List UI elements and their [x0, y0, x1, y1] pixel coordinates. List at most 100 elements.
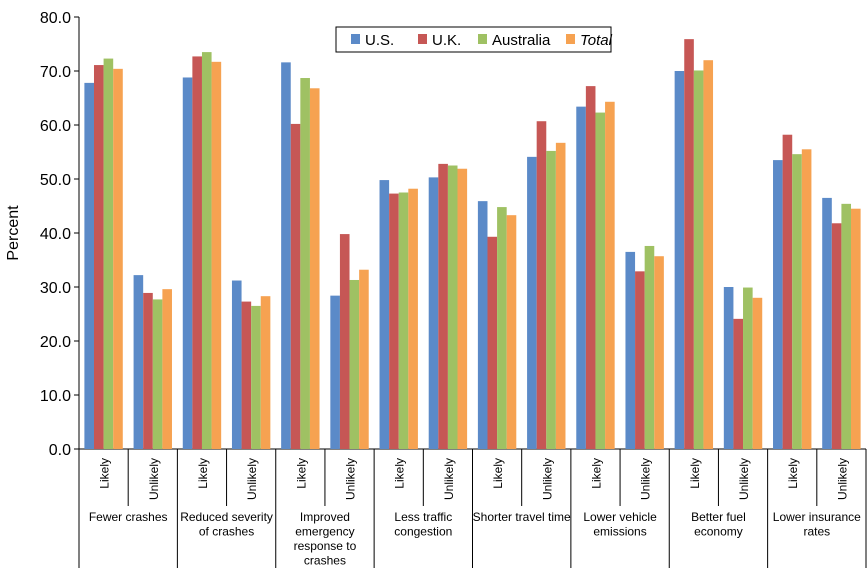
group-label: crashes [304, 554, 346, 568]
bar-total [801, 149, 812, 450]
category-label: Unlikely [442, 458, 456, 500]
bar-u-k [93, 65, 104, 449]
legend-box [335, 26, 612, 53]
bar-australia [792, 154, 802, 449]
y-tick-label: 70.0 [40, 64, 71, 81]
bar-total [309, 88, 320, 449]
group-label: Less traffic [394, 510, 452, 524]
group-label: Shorter travel time [473, 510, 571, 524]
category-label: Unlikely [147, 458, 161, 500]
bar-u-s [576, 106, 586, 449]
bar-australia [201, 52, 212, 449]
bar-australia [103, 58, 114, 449]
bar-australia [841, 203, 852, 449]
bar-australia [398, 192, 409, 449]
bar-u-k [635, 271, 645, 449]
category-label: Unlikely [344, 458, 358, 500]
bars [84, 39, 861, 450]
bar-u-s [625, 251, 636, 449]
group-label: response to [294, 539, 357, 553]
bar-total [506, 215, 517, 449]
bar-u-k [438, 163, 448, 449]
y-axis: 0.0 10.0 20.0 30.0 40.0 50.0 60.0 70.0 80.0 [40, 10, 79, 459]
bar-u-s [231, 280, 242, 449]
y-tick-label: 40.0 [40, 226, 71, 243]
legend-swatch [566, 34, 575, 44]
legend-label: Total [580, 32, 613, 49]
bar-total [113, 68, 123, 449]
legend-swatch [478, 34, 487, 44]
category-label: Unlikely [835, 458, 849, 500]
bar-u-s [182, 77, 193, 449]
bar-australia [251, 305, 261, 449]
legend-swatch [351, 34, 360, 44]
group-label: Reduced severity [180, 510, 273, 524]
group-label: rates [803, 525, 830, 539]
bar-u-k [536, 121, 547, 449]
bar-u-k [487, 236, 498, 449]
bar-u-k [143, 292, 153, 449]
legend-swatch [418, 34, 427, 44]
group-label: Fewer crashes [89, 510, 168, 524]
y-tick-label: 80.0 [40, 10, 71, 27]
bar-australia [644, 245, 655, 449]
bar-u-k [290, 123, 301, 450]
bar-u-s [527, 156, 537, 450]
bar-total [605, 101, 615, 449]
bar-australia [693, 70, 704, 450]
bar-total [457, 168, 468, 450]
bar-total [703, 60, 714, 449]
legend-label: Australia [492, 32, 551, 49]
y-tick-label: 30.0 [40, 280, 71, 297]
bar-u-k [585, 86, 596, 450]
bar-australia [497, 207, 507, 449]
bar-u-s [379, 180, 390, 449]
bar-u-k [782, 134, 793, 449]
bar-u-k [733, 318, 744, 449]
group-label: Lower insurance [773, 510, 861, 524]
group-label: Improved [300, 510, 350, 524]
bar-u-k [339, 234, 350, 449]
bar-total [162, 289, 172, 449]
bar-total [260, 296, 271, 449]
legend-label: U.S. [365, 32, 394, 49]
bar-australia [152, 299, 163, 449]
legend: U.S. U.K. Australia Total [335, 26, 613, 53]
category-label: Likely [294, 458, 308, 489]
bar-u-s [428, 177, 439, 449]
bar-australia [595, 112, 606, 449]
group-label: congestion [394, 525, 452, 539]
group-label: Better fuel [691, 510, 746, 524]
y-axis-label: Percent [5, 205, 22, 261]
bar-u-k [192, 56, 202, 450]
bar-u-s [773, 160, 783, 449]
y-tick-label: 60.0 [40, 118, 71, 135]
category-label: Likely [589, 458, 603, 489]
category-label: Likely [98, 458, 112, 489]
bar-u-k [241, 301, 252, 449]
category-label: Likely [786, 458, 800, 489]
category-label: Likely [491, 458, 505, 489]
category-label: Likely [196, 458, 210, 489]
bar-total [359, 269, 369, 449]
y-tick-label: 0.0 [49, 442, 71, 459]
bar-u-k [684, 39, 694, 449]
bar-u-k [831, 223, 842, 449]
bar-total [654, 256, 664, 449]
bar-u-s [133, 275, 144, 449]
category-label: Likely [688, 458, 702, 489]
bar-total [851, 208, 861, 449]
bar-australia [447, 165, 458, 449]
y-tick-label: 50.0 [40, 172, 71, 189]
bar-australia [546, 150, 556, 450]
bar-u-s [822, 197, 832, 449]
y-tick-label: 20.0 [40, 334, 71, 351]
bar-australia [743, 287, 753, 449]
bar-u-s [84, 82, 94, 449]
bar-u-s [477, 201, 488, 449]
category-label: Likely [393, 458, 407, 489]
bar-australia [349, 279, 360, 449]
group-label: emergency [295, 525, 354, 539]
category-label: Unlikely [737, 458, 751, 500]
bar-australia [300, 78, 310, 450]
